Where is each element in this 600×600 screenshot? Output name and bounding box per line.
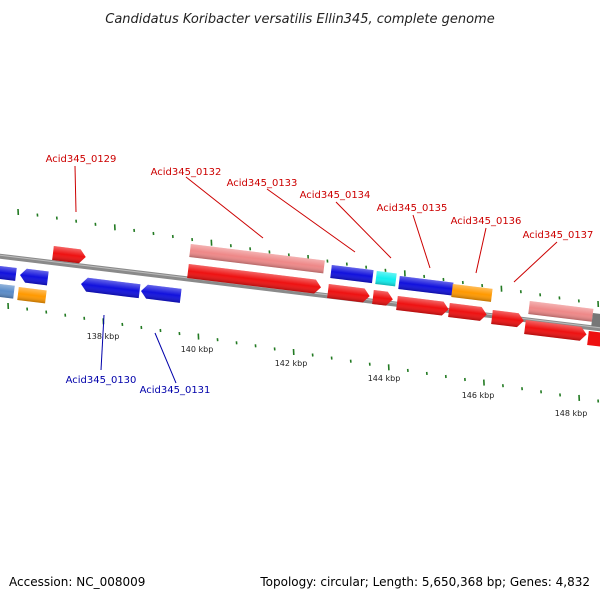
- leader-acid345-0134: [335, 201, 392, 259]
- inner-tick-dots: [7, 302, 600, 403]
- gene-label-acid345-0135[interactable]: Acid345_0135: [377, 203, 448, 214]
- leader-acid345-0132: [185, 176, 264, 239]
- leader-acid345-0137: [513, 241, 558, 283]
- reverse-strand-features: [0, 265, 182, 304]
- feature-acid345-0136[interactable]: [451, 284, 493, 302]
- leader-acid345-0129: [74, 165, 77, 213]
- leader-acid345-0136: [475, 227, 487, 274]
- reverse-gene-labels: Acid345_0130 Acid345_0131: [66, 375, 211, 396]
- map-title: Candidatus Koribacter versatilis Ellin34…: [105, 12, 494, 27]
- leader-acid345-0135: [412, 214, 431, 269]
- scale-label-140kbp: 140 kbp: [181, 345, 214, 354]
- gene-label-acid345-0130[interactable]: Acid345_0130: [66, 375, 137, 386]
- feature-acid345-0136-cds[interactable]: [448, 303, 487, 322]
- gene-label-acid345-0131[interactable]: Acid345_0131: [140, 385, 211, 396]
- leader-acid345-0133: [266, 188, 356, 253]
- feature-acid345-0134-cds[interactable]: [372, 290, 394, 306]
- feature-acid345-0135-cds[interactable]: [396, 296, 449, 316]
- scale-label-146kbp: 146 kbp: [462, 391, 495, 400]
- leader-acid345-0130: [100, 314, 105, 371]
- feature-left-blue[interactable]: [0, 265, 17, 281]
- feature-left-steel[interactable]: [0, 283, 15, 299]
- outer-tick-dots: [17, 208, 600, 308]
- gene-label-acid345-0136[interactable]: Acid345_0136: [451, 216, 522, 227]
- feature-acid345-0133-cds[interactable]: [327, 284, 370, 303]
- feature-acid345-0137-gene[interactable]: [528, 301, 594, 322]
- feature-left-orange[interactable]: [17, 287, 47, 304]
- scale-label-138kbp: 138 kbp: [87, 332, 120, 341]
- accession-text: Accession: NC_008009: [9, 575, 145, 589]
- genome-summary-text: Topology: circular; Length: 5,650,368 bp…: [259, 575, 590, 589]
- scale-label-148kbp: 148 kbp: [555, 409, 588, 418]
- gene-label-acid345-0134[interactable]: Acid345_0134: [300, 190, 371, 201]
- feature-acid345-0132-cds[interactable]: [187, 264, 322, 294]
- label-leaders: [74, 165, 558, 384]
- feature-acid345-0137-cds-a[interactable]: [491, 310, 524, 328]
- feature-acid345-0133[interactable]: [330, 265, 374, 284]
- scale-tick-labels: 138 kbp 140 kbp 142 kbp 144 kbp 146 kbp …: [87, 332, 588, 418]
- scale-label-144kbp: 144 kbp: [368, 374, 401, 383]
- forward-strand-features: [52, 244, 600, 347]
- gene-label-acid345-0129[interactable]: Acid345_0129: [46, 154, 117, 165]
- feature-acid345-0129[interactable]: [52, 246, 86, 264]
- scale-label-142kbp: 142 kbp: [275, 359, 308, 368]
- feature-acid345-0130[interactable]: [80, 277, 141, 299]
- forward-gene-labels: Acid345_0129 Acid345_0132 Acid345_0133 A…: [46, 154, 594, 241]
- feature-left-blue-arrow[interactable]: [19, 268, 49, 286]
- feature-edge-grey[interactable]: [591, 313, 600, 329]
- gene-label-acid345-0132[interactable]: Acid345_0132: [151, 167, 222, 178]
- feature-acid345-0135[interactable]: [398, 276, 454, 296]
- feature-acid345-0132-gene[interactable]: [189, 244, 325, 274]
- feature-acid345-0131[interactable]: [140, 284, 182, 303]
- feature-acid345-0134[interactable]: [375, 271, 397, 287]
- gene-label-acid345-0137[interactable]: Acid345_0137: [523, 230, 594, 241]
- feature-edge-cds[interactable]: [587, 331, 600, 347]
- leader-acid345-0131: [154, 332, 177, 384]
- feature-acid345-0137-cds[interactable]: [524, 320, 587, 341]
- gene-label-acid345-0133[interactable]: Acid345_0133: [227, 178, 298, 189]
